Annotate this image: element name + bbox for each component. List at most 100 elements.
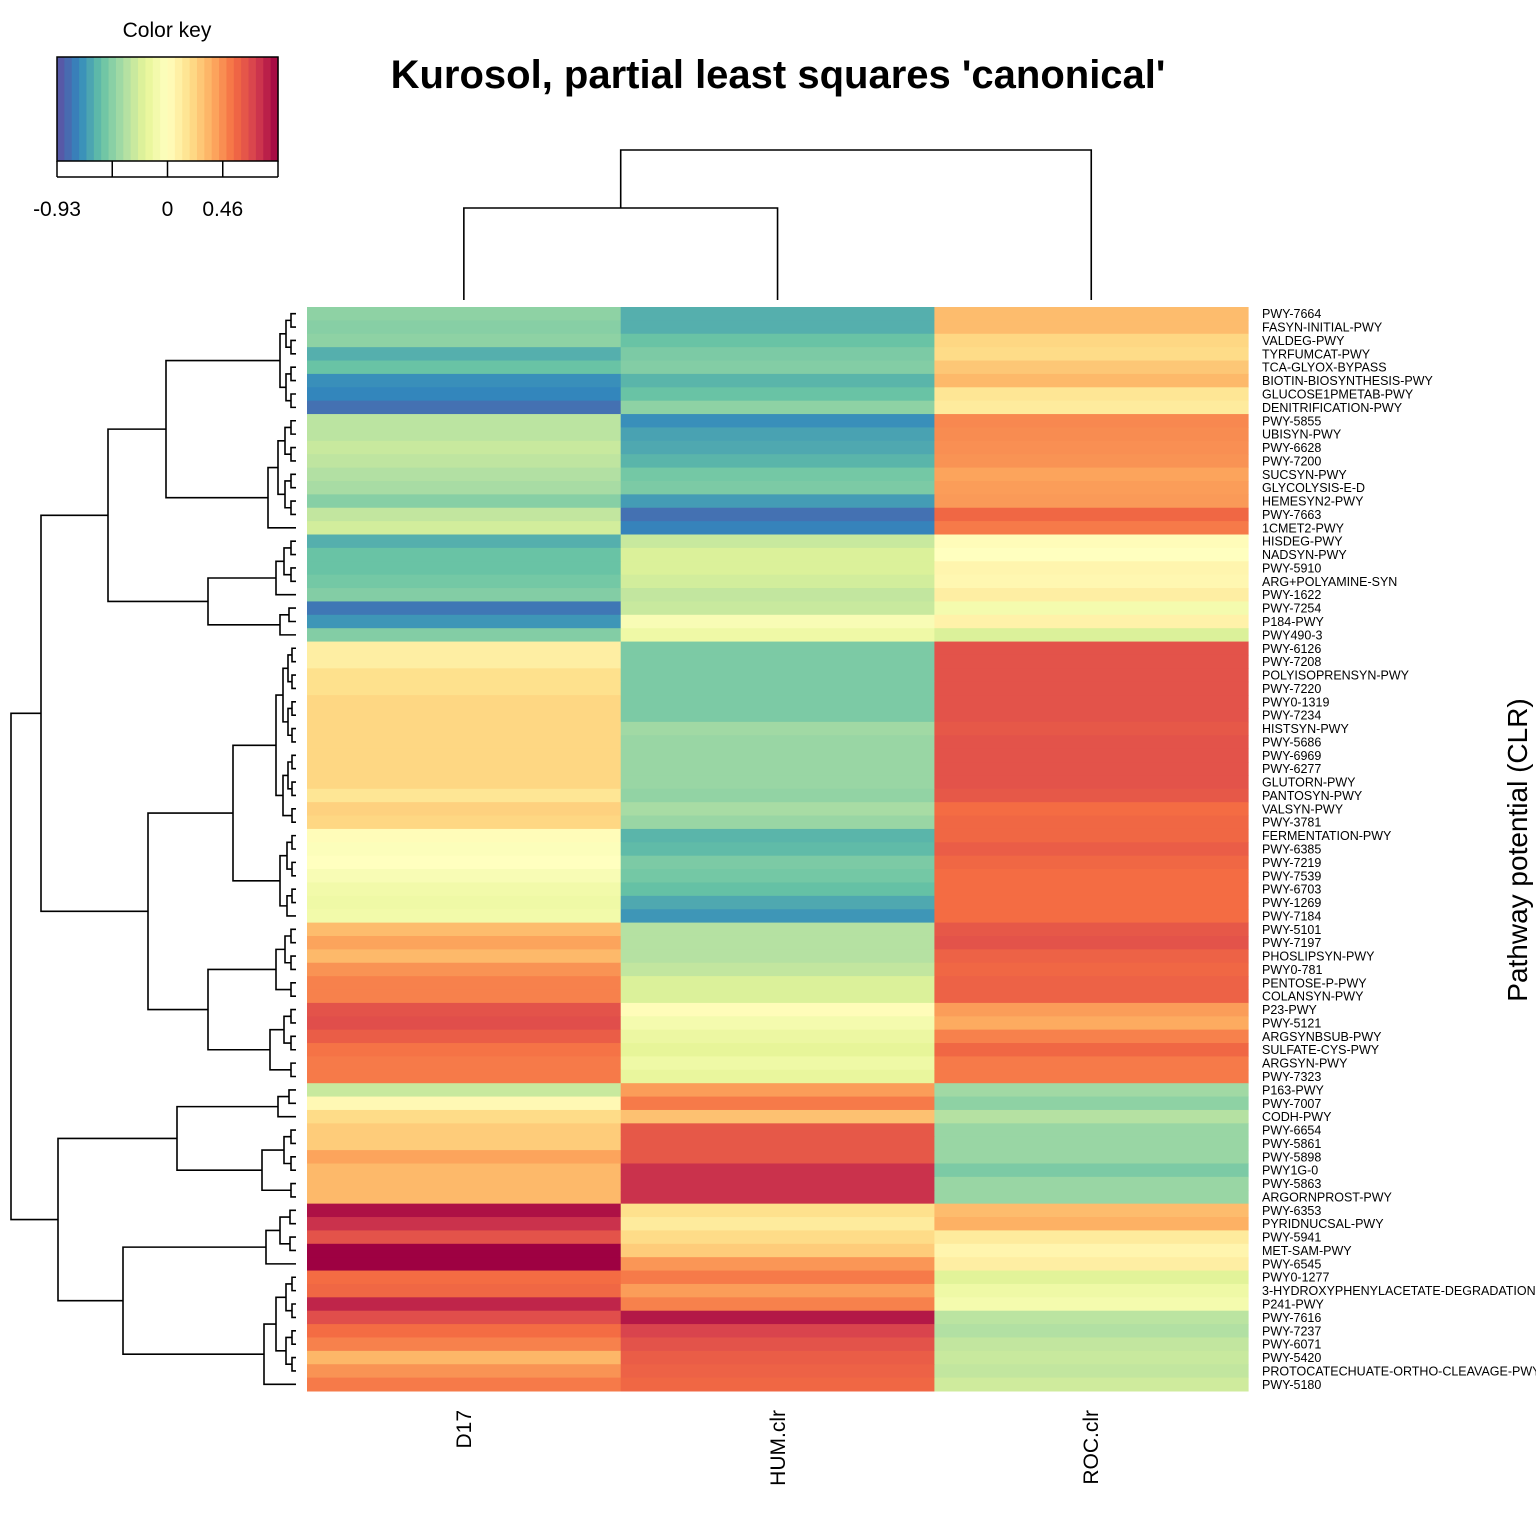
row-dendrogram-link xyxy=(291,674,296,690)
row-dendrogram-link xyxy=(290,339,296,355)
heatmap-cell xyxy=(934,641,1249,656)
heatmap-cell xyxy=(307,1257,622,1272)
color-key-band xyxy=(219,57,228,161)
heatmap-cell xyxy=(620,1002,935,1017)
row-dendrogram-link xyxy=(288,607,296,623)
row-label: NADSYN-PWY xyxy=(1262,548,1347,562)
row-label: UBISYN-PWY xyxy=(1262,428,1342,442)
row-dendrogram-link xyxy=(289,1236,296,1252)
heatmap-cell xyxy=(934,922,1249,937)
row-dendrogram-link xyxy=(279,614,296,636)
row-label: HEMESYN2-PWY xyxy=(1262,495,1364,509)
heatmap-cell xyxy=(307,467,622,482)
heatmap-cell xyxy=(307,976,622,991)
row-dendrogram-link xyxy=(176,1105,278,1171)
column-dendrogram-link xyxy=(619,149,1093,300)
row-label: PWY-7197 xyxy=(1262,936,1321,950)
row-dendrogram-link xyxy=(277,440,285,496)
row-dendrogram-link xyxy=(277,1095,296,1118)
heatmap-cell xyxy=(307,1096,622,1111)
row-label: PWY-5855 xyxy=(1262,414,1321,428)
heatmap-cell xyxy=(620,989,935,1004)
color-key-band xyxy=(145,57,154,161)
heatmap-cell xyxy=(620,1029,935,1044)
heatmap-cell xyxy=(620,1016,935,1031)
row-label: PWY1G-0 xyxy=(1262,1164,1318,1178)
heatmap-cell xyxy=(620,628,935,643)
heatmap-cell xyxy=(307,1297,622,1312)
heatmap-cell xyxy=(934,989,1249,1004)
heatmap-cell xyxy=(307,427,622,442)
heatmap-cell xyxy=(620,1377,935,1392)
heatmap-cell xyxy=(934,721,1249,736)
row-label: P163-PWY xyxy=(1262,1083,1324,1097)
heatmap-cell xyxy=(620,1297,935,1312)
heatmap-cell xyxy=(934,949,1249,964)
color-key-band xyxy=(226,57,235,161)
color-key-band xyxy=(79,57,88,161)
row-label: PWY-7007 xyxy=(1262,1097,1321,1111)
color-key-band xyxy=(174,57,183,161)
row-dendrogram-link xyxy=(290,1062,296,1078)
row-dendrogram-link xyxy=(265,1229,296,1265)
row-label: PYRIDNUCSAL-PWY xyxy=(1262,1217,1384,1231)
heatmap-cell xyxy=(620,480,935,495)
heatmap-cell xyxy=(620,654,935,669)
heatmap-cell xyxy=(934,1096,1249,1111)
heatmap-cell xyxy=(620,681,935,696)
heatmap-cell xyxy=(307,935,622,950)
color-key-tick-zero: 0 xyxy=(162,198,174,221)
heatmap-cell xyxy=(934,454,1249,469)
heatmap-cell xyxy=(620,1203,935,1218)
column-label-hum: HUM.clr xyxy=(767,1410,790,1486)
heatmap-cell xyxy=(934,1270,1249,1285)
heatmap-cell xyxy=(620,414,935,428)
heatmap-cell xyxy=(934,1310,1249,1325)
heatmap-cell xyxy=(307,1270,622,1285)
row-dendrogram-link xyxy=(290,393,296,409)
heatmap-cell xyxy=(307,521,622,536)
heatmap-cell xyxy=(934,521,1249,536)
row-dendrogram-link xyxy=(291,888,296,904)
row-dendrogram-link xyxy=(291,834,296,850)
row-label: PWY-5180 xyxy=(1262,1378,1321,1392)
row-dendrogram-link xyxy=(275,1296,286,1352)
heatmap-cell xyxy=(307,1243,622,1258)
heatmap-cell xyxy=(307,387,622,402)
heatmap-cell xyxy=(620,534,935,549)
heatmap-cell xyxy=(307,333,622,348)
heatmap-cell xyxy=(934,360,1249,375)
row-dendrogram-link xyxy=(291,781,296,797)
heatmap-cell xyxy=(307,1083,622,1098)
color-key-band xyxy=(138,57,146,161)
heatmap-cell xyxy=(934,1190,1249,1205)
row-label: PWY-6385 xyxy=(1262,843,1321,857)
heatmap-cell xyxy=(307,360,622,375)
color-key-band xyxy=(71,57,80,161)
column-label-roc: ROC.clr xyxy=(1080,1410,1103,1485)
heatmap-cell xyxy=(307,668,622,683)
heatmap-cell xyxy=(934,1029,1249,1044)
heatmap-cell xyxy=(934,347,1249,362)
row-label: COLANSYN-PWY xyxy=(1262,990,1364,1004)
row-label: PWY-5686 xyxy=(1262,735,1321,749)
heatmap-cell xyxy=(307,507,622,522)
heatmap-cell xyxy=(307,494,622,509)
row-label: PWY-7664 xyxy=(1262,307,1321,321)
heatmap-cell xyxy=(620,1283,935,1298)
row-label: GLUCOSE1PMETAB-PWY xyxy=(1262,387,1414,401)
heatmap-cell xyxy=(620,1083,935,1098)
heatmap-cell xyxy=(307,1176,622,1191)
row-label: PANTOSYN-PWY xyxy=(1262,789,1363,803)
heatmap-cell xyxy=(307,628,622,643)
heatmap-cell xyxy=(307,480,622,495)
row-label: PWY-7616 xyxy=(1262,1311,1321,1325)
heatmap-cell xyxy=(620,601,935,616)
heatmap-cell xyxy=(307,989,622,1004)
heatmap-cell xyxy=(307,775,622,790)
heatmap-cell xyxy=(620,721,935,736)
heatmap-cell xyxy=(934,414,1249,428)
heatmap-cell xyxy=(934,815,1249,830)
heatmap-cell xyxy=(307,588,622,602)
